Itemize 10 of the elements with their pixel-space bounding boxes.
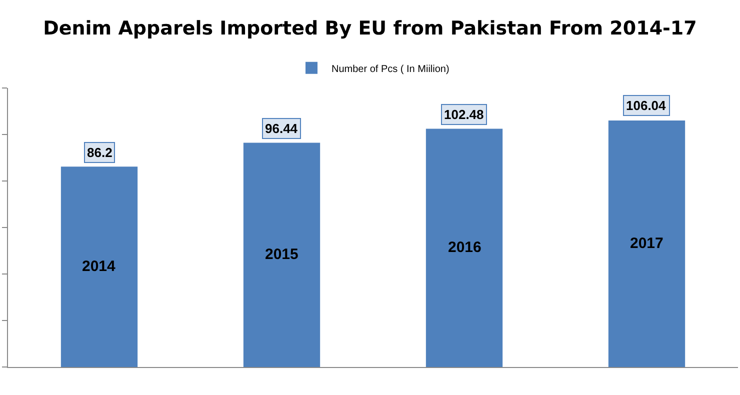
chart-title: Denim Apparels Imported By EU from Pakistan From 2014-17 xyxy=(43,17,697,40)
data-label: 86.2 xyxy=(87,145,112,160)
data-label: 106.04 xyxy=(626,98,667,113)
x-tick-label: 2014 xyxy=(82,258,116,275)
x-tick-label: 2015 xyxy=(265,246,298,263)
legend-label: Number of Pcs ( In Miilion) xyxy=(332,64,450,75)
data-label: 96.44 xyxy=(265,121,298,136)
x-tick-label: 2017 xyxy=(630,235,664,252)
data-label: 102.48 xyxy=(444,107,484,122)
x-tick-label: 2016 xyxy=(448,239,482,256)
